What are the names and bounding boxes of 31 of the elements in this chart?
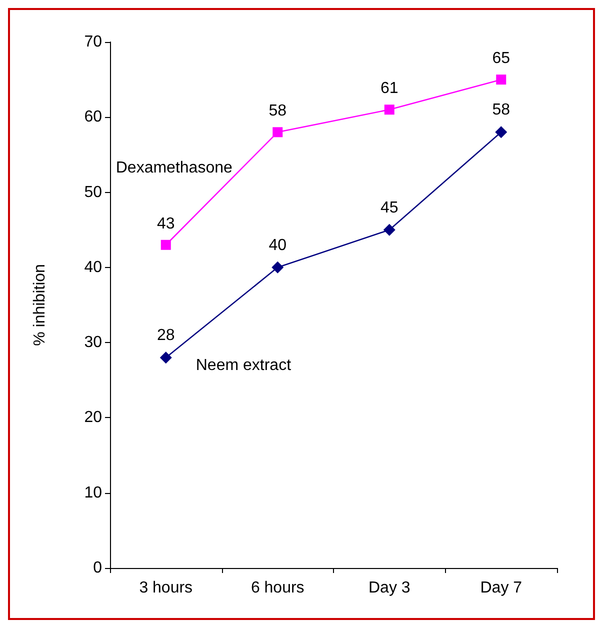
y-tick-label: 60	[84, 108, 102, 126]
x-tick-label: 3 hours	[139, 580, 193, 596]
x-tick-label: Day 7	[480, 580, 522, 596]
y-axis-title: % inhibition	[32, 264, 48, 346]
point	[495, 126, 508, 138]
y-tick-label: 50	[84, 184, 102, 201]
y-tick-label: 40	[84, 258, 102, 276]
x-tick-label: Day 3	[368, 580, 410, 596]
data-label: 43	[156, 215, 175, 232]
point	[384, 104, 394, 115]
data-label: 40	[268, 236, 287, 254]
point	[272, 261, 284, 274]
y-tick-label: 0	[93, 560, 102, 576]
y-tick-label: 30	[84, 334, 102, 352]
series-label: Neem extract	[196, 357, 292, 374]
data-label: 61	[380, 80, 398, 98]
data-label: 58	[268, 102, 287, 120]
data-label: 45	[380, 199, 398, 216]
data-label: 58	[492, 102, 510, 119]
y-tick-label: 20	[84, 409, 102, 426]
point	[272, 127, 283, 138]
point	[160, 240, 171, 250]
data-label: 28	[156, 327, 175, 344]
data-label: 65	[492, 50, 510, 68]
point	[383, 224, 396, 236]
x-tick-label: 6 hours	[250, 580, 304, 596]
series-label: Dexamethasone	[116, 159, 232, 176]
y-tick-label: 10	[84, 484, 102, 502]
point	[496, 74, 506, 85]
y-tick-label: 70	[84, 34, 102, 50]
point	[160, 352, 172, 364]
